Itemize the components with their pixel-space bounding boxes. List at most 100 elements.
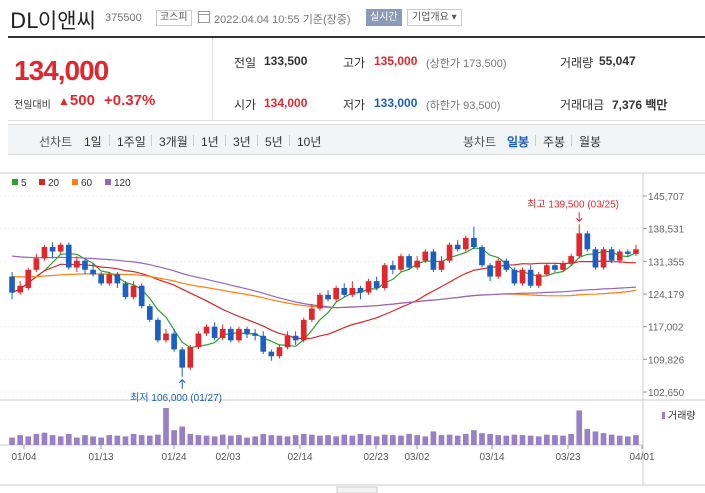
high-annotation: 최고 139,500 (03/25) xyxy=(527,198,619,210)
period-1y[interactable]: 1년 xyxy=(201,135,219,149)
candle-body xyxy=(414,260,421,268)
candle xyxy=(381,262,388,291)
legend-label: 120 xyxy=(114,178,131,189)
candle-body xyxy=(600,249,607,268)
separator xyxy=(151,135,152,146)
candle xyxy=(479,244,485,268)
candle xyxy=(503,258,510,273)
volume-bar xyxy=(430,431,437,445)
volume-bar xyxy=(114,435,121,445)
period-3m[interactable]: 3개월 xyxy=(159,135,188,149)
candle xyxy=(236,326,242,343)
candle-body xyxy=(244,328,250,334)
candle xyxy=(74,256,80,273)
volume-bar xyxy=(584,428,591,445)
volume-bar xyxy=(608,434,615,445)
candle-body xyxy=(219,328,226,339)
candle xyxy=(203,324,210,336)
open-value: 134,000 xyxy=(264,96,308,110)
candle-body xyxy=(543,265,550,275)
moving-averages xyxy=(11,247,637,349)
chart-resize-handle[interactable] xyxy=(336,486,378,493)
candle xyxy=(406,253,412,270)
prev-close-value: 133,500 xyxy=(264,54,308,68)
candles xyxy=(9,224,639,377)
upper-limit: (상한가 173,500) xyxy=(426,58,507,70)
x-tick-label: 03/23 xyxy=(555,452,580,463)
candle-daily[interactable]: 일봉 xyxy=(507,135,530,149)
stock-code: 375500 xyxy=(105,12,142,24)
volume-bar xyxy=(543,434,550,445)
stock-name: DL이앤씨 xyxy=(10,9,96,33)
candle xyxy=(552,262,558,273)
candle-monthly[interactable]: 월봉 xyxy=(579,135,602,149)
volume-bar xyxy=(179,426,186,445)
volume-bar xyxy=(568,433,574,445)
candle xyxy=(252,328,258,341)
chart-legend: 5 20 60 120 xyxy=(12,178,131,189)
current-price: 134,000 xyxy=(14,55,109,86)
candle xyxy=(41,244,48,261)
candle-body xyxy=(106,274,113,284)
volume-bar xyxy=(9,437,15,445)
high-value: 135,000 xyxy=(374,54,418,68)
high-arrow-icon xyxy=(575,212,583,222)
candle-body xyxy=(33,258,40,270)
candle xyxy=(341,283,348,298)
separator xyxy=(225,135,226,146)
volume-bar xyxy=(98,437,105,445)
candle-body xyxy=(57,244,64,252)
candle xyxy=(284,331,291,350)
candle xyxy=(65,242,72,270)
candle xyxy=(511,267,518,286)
candle-weekly[interactable]: 주봉 xyxy=(543,135,566,149)
separator xyxy=(193,135,194,146)
candle xyxy=(146,303,153,323)
volume-value: 55,047 xyxy=(599,54,636,68)
volume-bar xyxy=(203,435,210,445)
volume-bar xyxy=(503,435,510,445)
candle-body xyxy=(349,287,356,295)
candle xyxy=(187,344,194,370)
period-1w[interactable]: 1주일 xyxy=(117,135,146,149)
quote-panel: 134,000 전일대비 ▲500 +0.37% 전일 133,500 고가 1… xyxy=(8,36,705,121)
candle-body xyxy=(195,333,202,348)
volume-bar xyxy=(195,435,202,445)
candle xyxy=(519,267,526,286)
candle-body xyxy=(519,269,526,284)
candle-chart-label: 봉차트 xyxy=(463,135,497,149)
candle-body xyxy=(155,319,161,341)
chart-svg: 5 20 60 120 145,707 138,531 131,355 124,179 117… xyxy=(0,172,705,493)
candle-body xyxy=(9,276,15,293)
candle xyxy=(195,331,202,350)
candle-body xyxy=(41,247,48,259)
lower-limit: (하한가 93,500) xyxy=(426,100,501,112)
realtime-button[interactable]: 실시간 xyxy=(366,9,402,26)
x-tick-label: 01/24 xyxy=(161,452,186,463)
volume-bars: 거래량 xyxy=(9,408,696,445)
candle xyxy=(179,347,186,377)
y-tick-label: 145,707 xyxy=(648,192,685,203)
period-1d[interactable]: 1일 xyxy=(84,135,102,149)
period-10y[interactable]: 10년 xyxy=(297,135,322,149)
period-3y[interactable]: 3년 xyxy=(233,135,251,149)
volume-bar xyxy=(146,435,153,445)
volume-bar xyxy=(122,436,129,445)
candle-body xyxy=(252,333,258,336)
candle-body xyxy=(211,326,218,339)
ma60-line xyxy=(12,273,636,309)
company-info-dropdown[interactable]: 기업개요 ▾ xyxy=(407,9,462,26)
volume-bar xyxy=(406,433,412,445)
x-tick-label: 03/02 xyxy=(404,452,429,463)
volume-bar xyxy=(300,433,307,445)
volume-bar xyxy=(398,435,404,445)
candle-body xyxy=(276,347,283,357)
period-5y[interactable]: 5년 xyxy=(265,135,283,149)
low-value: 133,000 xyxy=(374,96,418,110)
candle xyxy=(17,281,23,295)
y-tick-label: 131,355 xyxy=(648,257,685,268)
volume-bar xyxy=(187,433,194,445)
high-label: 고가 xyxy=(343,56,366,70)
x-axis: 01/04 01/13 01/24 02/03 02/14 02/23 03/02 03/14… xyxy=(11,445,655,493)
stock-header: DL이앤씨 375500 코스피 2022.04.04 10:55 기준(장중)… xyxy=(0,0,705,36)
